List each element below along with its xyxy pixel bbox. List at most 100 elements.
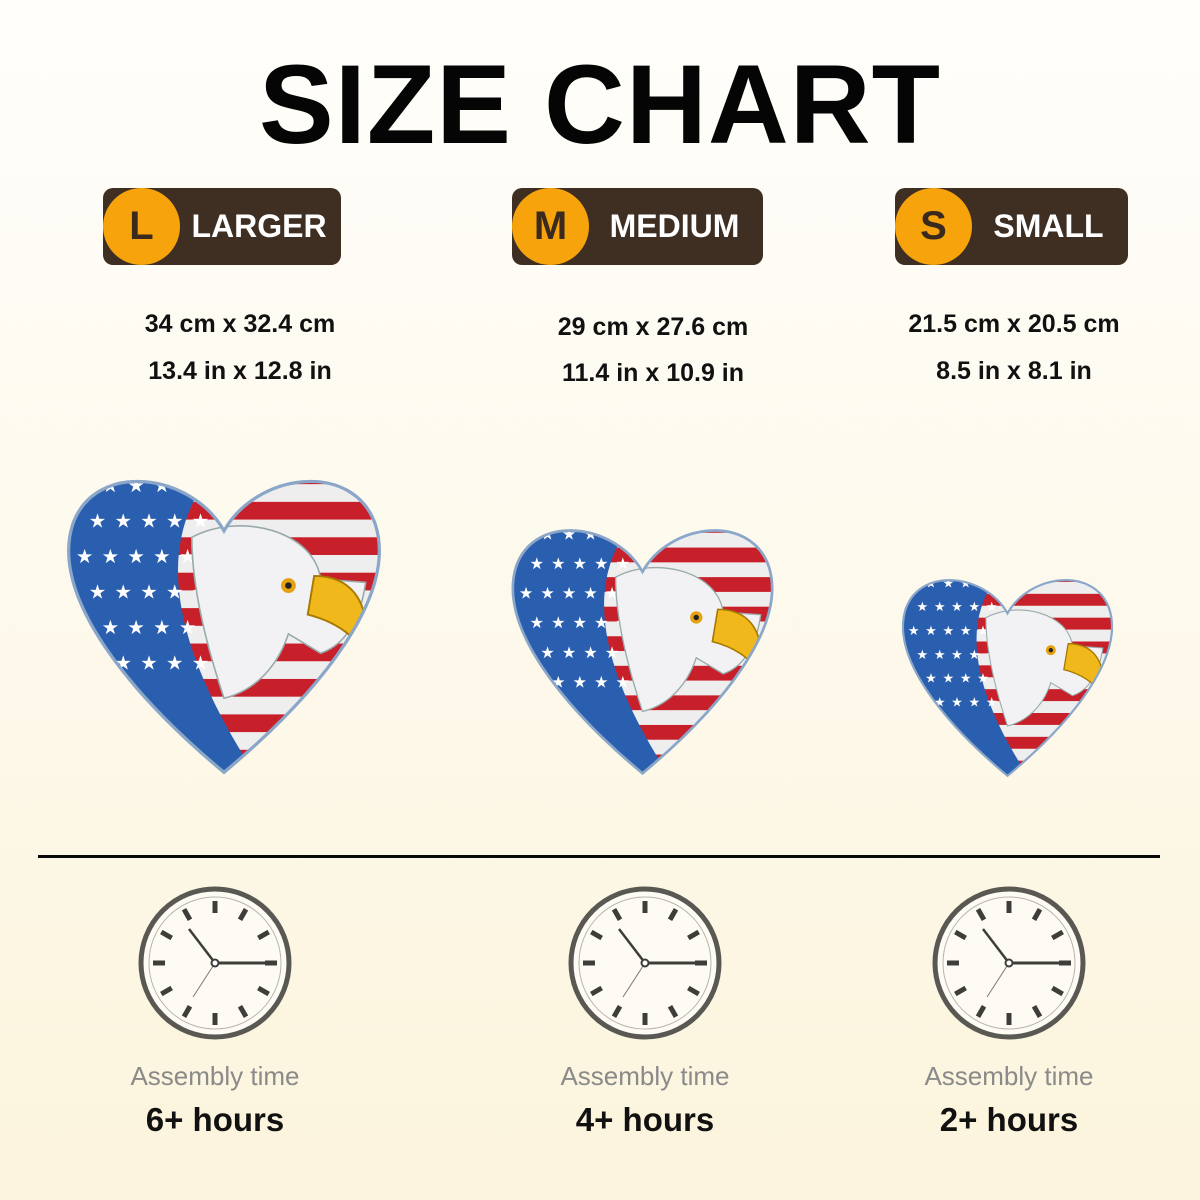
svg-text:★: ★ <box>934 599 946 614</box>
svg-text:★: ★ <box>562 526 576 544</box>
svg-text:★: ★ <box>594 614 608 632</box>
size-badge-small: S SMALL <box>895 188 1128 265</box>
assembly-time-label: Assembly time <box>560 1061 730 1091</box>
svg-text:★: ★ <box>76 547 93 568</box>
dimensions-in: 8.5 in x 8.1 in <box>936 357 1092 385</box>
dimensions-cm: 21.5 cm x 20.5 cm <box>908 310 1120 338</box>
eagle-flag-heart-large: ★★★★★★★★★★★★★★★★★★★★★★★★★★★★★★ <box>67 476 381 775</box>
svg-text:★: ★ <box>519 526 533 544</box>
clock-icon <box>138 886 292 1040</box>
svg-text:★: ★ <box>127 476 144 497</box>
svg-text:★: ★ <box>127 547 144 568</box>
svg-text:★: ★ <box>969 647 981 662</box>
svg-text:★: ★ <box>573 555 587 573</box>
svg-text:★: ★ <box>573 614 587 632</box>
svg-text:★: ★ <box>986 695 998 710</box>
svg-text:★: ★ <box>530 673 544 691</box>
svg-text:★: ★ <box>943 575 955 590</box>
svg-text:★: ★ <box>573 673 587 691</box>
size-letter-circle: M <box>512 188 589 265</box>
svg-text:★: ★ <box>977 623 989 638</box>
assembly-time-value: 4+ hours <box>575 1101 715 1138</box>
svg-text:★: ★ <box>594 673 608 691</box>
svg-text:★: ★ <box>969 695 981 710</box>
size-letter-circle: S <box>895 188 972 265</box>
size-badge-medium: M MEDIUM <box>512 188 763 265</box>
dimensions-in: 13.4 in x 12.8 in <box>148 357 332 385</box>
svg-text:★: ★ <box>925 575 937 590</box>
size-badge-large: L LARGER <box>103 188 341 265</box>
svg-text:★: ★ <box>951 695 963 710</box>
divider <box>38 855 1160 858</box>
svg-text:★: ★ <box>951 647 963 662</box>
svg-text:★: ★ <box>179 618 196 639</box>
svg-text:★: ★ <box>530 614 544 632</box>
size-label: MEDIUM <box>609 208 740 244</box>
svg-text:★: ★ <box>943 671 955 686</box>
svg-text:★: ★ <box>616 673 630 691</box>
svg-text:★: ★ <box>934 647 946 662</box>
svg-text:★: ★ <box>89 512 106 533</box>
svg-text:★: ★ <box>540 585 554 603</box>
clock-icon <box>932 886 1086 1040</box>
dimensions-in: 11.4 in x 10.9 in <box>561 359 745 387</box>
svg-text:★: ★ <box>908 623 920 638</box>
svg-text:★: ★ <box>943 623 955 638</box>
svg-text:★: ★ <box>127 618 144 639</box>
page-title: SIZE CHART <box>259 42 941 167</box>
svg-text:★: ★ <box>166 582 183 603</box>
svg-text:★: ★ <box>908 575 920 590</box>
svg-text:★: ★ <box>115 582 132 603</box>
eagle-flag-heart-small: ★★★★★★★★★★★★★★★★★★★★★★★★★★★★★★ <box>901 575 1114 778</box>
svg-text:★: ★ <box>583 644 597 662</box>
svg-text:★: ★ <box>551 614 565 632</box>
svg-text:★: ★ <box>960 623 972 638</box>
svg-text:★: ★ <box>140 582 157 603</box>
svg-text:★: ★ <box>140 512 157 533</box>
svg-text:★: ★ <box>115 512 132 533</box>
svg-text:★: ★ <box>192 653 209 674</box>
svg-text:★: ★ <box>908 671 920 686</box>
svg-text:★: ★ <box>102 547 119 568</box>
svg-text:★: ★ <box>89 582 106 603</box>
svg-text:★: ★ <box>960 575 972 590</box>
svg-text:★: ★ <box>192 512 209 533</box>
assembly-time-value: 2+ hours <box>939 1101 1079 1138</box>
svg-text:★: ★ <box>917 695 929 710</box>
clock-icon <box>568 886 722 1040</box>
svg-text:★: ★ <box>519 585 533 603</box>
svg-text:★: ★ <box>530 555 544 573</box>
dimensions-cm: 29 cm x 27.6 cm <box>557 313 749 341</box>
svg-text:★: ★ <box>960 671 972 686</box>
size-label: LARGER <box>191 208 327 244</box>
svg-text:★: ★ <box>605 644 619 662</box>
svg-text:★: ★ <box>153 618 170 639</box>
svg-text:★: ★ <box>166 653 183 674</box>
svg-text:★: ★ <box>917 599 929 614</box>
assembly-time-label: Assembly time <box>924 1061 1094 1091</box>
svg-text:★: ★ <box>594 555 608 573</box>
svg-text:★: ★ <box>951 599 963 614</box>
svg-text:★: ★ <box>89 653 106 674</box>
svg-text:★: ★ <box>562 644 576 662</box>
size-label: SMALL <box>993 208 1104 244</box>
svg-text:★: ★ <box>551 555 565 573</box>
svg-text:★: ★ <box>76 476 93 497</box>
assembly-time-label: Assembly time <box>130 1061 300 1091</box>
dimensions-cm: 34 cm x 32.4 cm <box>144 310 336 338</box>
svg-text:★: ★ <box>562 585 576 603</box>
svg-text:★: ★ <box>986 599 998 614</box>
svg-text:★: ★ <box>540 644 554 662</box>
assembly-time-value: 6+ hours <box>145 1101 285 1138</box>
svg-text:★: ★ <box>925 671 937 686</box>
svg-text:★: ★ <box>616 555 630 573</box>
size-letter-circle: L <box>103 188 180 265</box>
svg-text:★: ★ <box>925 623 937 638</box>
eagle-flag-heart-medium: ★★★★★★★★★★★★★★★★★★★★★★★★★★★★★★ <box>511 526 774 776</box>
svg-text:★: ★ <box>140 653 157 674</box>
svg-text:★: ★ <box>153 547 170 568</box>
svg-text:★: ★ <box>969 599 981 614</box>
svg-text:★: ★ <box>934 695 946 710</box>
svg-text:★: ★ <box>166 512 183 533</box>
svg-text:★: ★ <box>102 618 119 639</box>
